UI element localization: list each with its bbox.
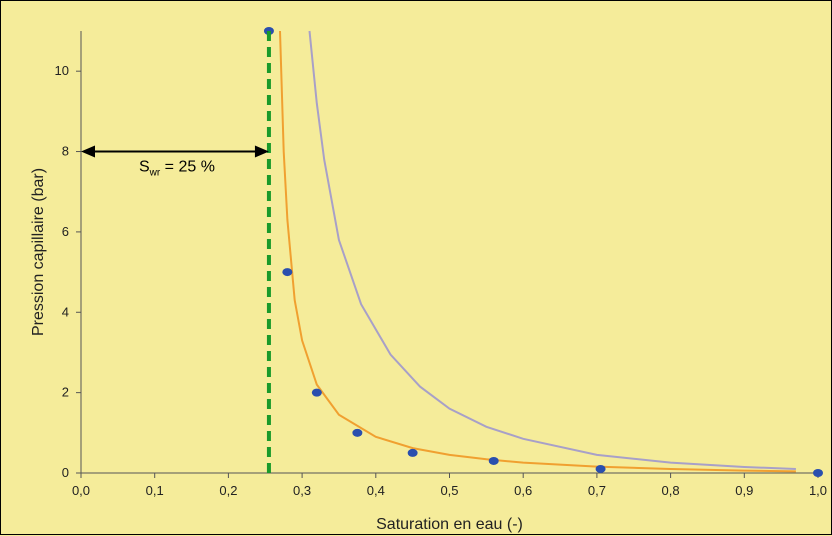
fitted-curve-2 [308, 30, 796, 470]
data-point [407, 448, 418, 457]
data-point [488, 456, 499, 465]
swr-annotation: Swr = 25 % [139, 159, 215, 179]
x-tick-label: 1,0 [809, 483, 827, 498]
data-points [263, 27, 823, 477]
arrow-head-right [254, 145, 269, 158]
y-tick-label: 8 [62, 144, 69, 159]
x-axis-title: Saturation en eau (-) [376, 516, 523, 533]
fitted-curve-1 [279, 30, 796, 473]
data-point [595, 464, 606, 473]
arrow-head-left [81, 145, 95, 158]
data-point [282, 268, 293, 277]
data-point [813, 469, 823, 477]
x-tick-label: 0,4 [367, 483, 385, 498]
x-tick-label: 0,2 [219, 483, 237, 498]
swr-label-sub: wr [149, 168, 161, 179]
curves [279, 30, 796, 473]
x-tick-label: 0,1 [146, 483, 164, 498]
y-axis-title: Pression capillaire (bar) [30, 168, 47, 336]
x-tick-label: 0,8 [662, 483, 680, 498]
annotations: Swr = 25 % [81, 31, 271, 473]
x-tick-label: 0,6 [514, 483, 532, 498]
swr-label-main: S [139, 159, 150, 176]
axes: 0,0 0,1 0,2 0,3 0,4 0,5 0,6 0,7 0,8 0,9 1,0 0 2 4 6 8 10 [55, 31, 827, 498]
y-tick-label: 4 [62, 304, 69, 319]
data-point [352, 428, 363, 437]
data-point [311, 388, 322, 397]
x-tick-label: 0,7 [588, 483, 606, 498]
x-tick-label: 0,0 [72, 483, 90, 498]
y-tick-label: 6 [62, 224, 69, 239]
x-tick-label: 0,5 [440, 483, 458, 498]
y-tick-label: 10 [55, 63, 69, 78]
x-tick-label: 0,9 [735, 483, 753, 498]
y-tick-label: 0 [62, 465, 69, 480]
y-tick-label: 2 [62, 385, 69, 400]
swr-label-rest: = 25 % [160, 159, 215, 176]
x-tick-label: 0,3 [293, 483, 311, 498]
